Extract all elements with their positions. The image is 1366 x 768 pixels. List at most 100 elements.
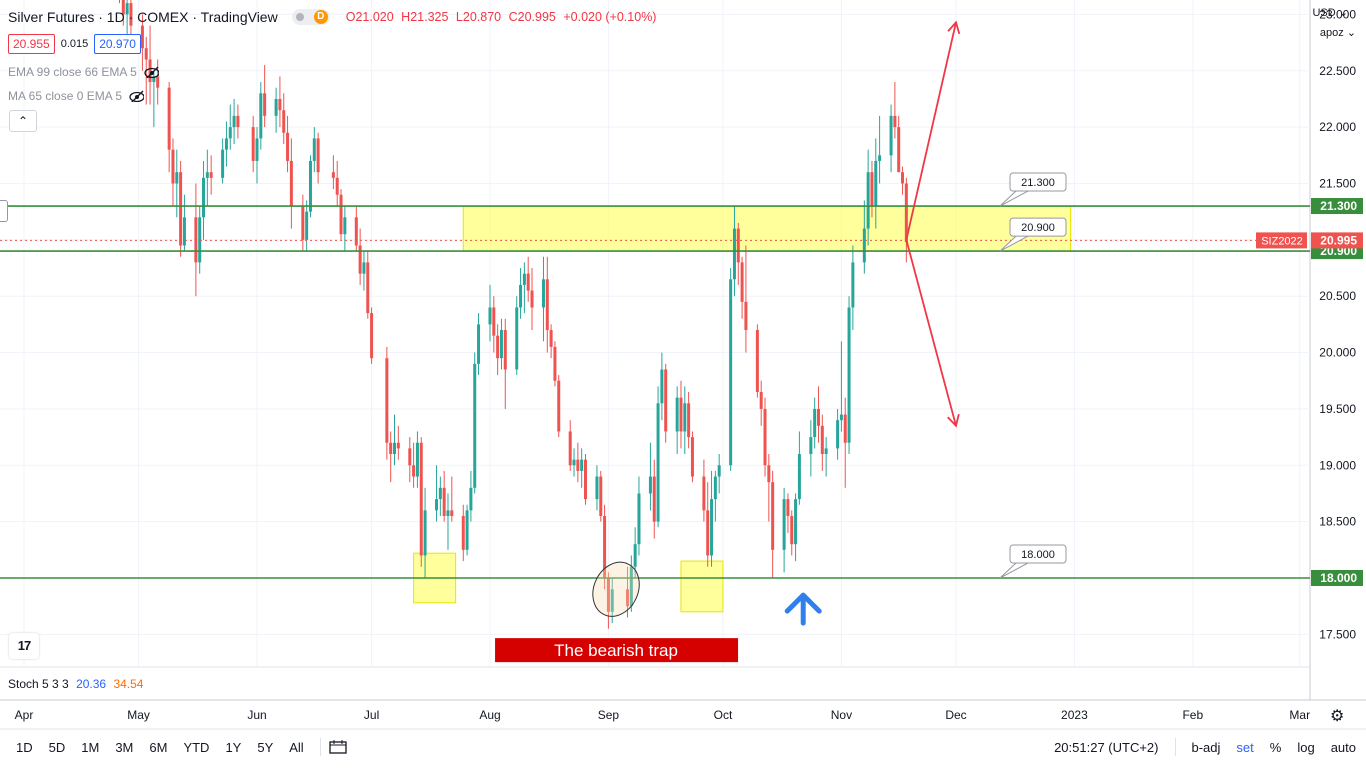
- levels[interactable]: [0, 205, 1310, 579]
- annotations[interactable]: 21.300 20.900 18.000 The bearish trap: [495, 20, 1067, 663]
- candle-body[interactable]: [729, 279, 733, 466]
- callout-box[interactable]: [1009, 544, 1067, 564]
- drawing-toolbar-toggle[interactable]: [0, 200, 8, 222]
- candle-body[interactable]: [897, 127, 901, 173]
- candle-body[interactable]: [706, 510, 710, 556]
- candle-body[interactable]: [182, 217, 186, 246]
- candle-body[interactable]: [121, 0, 125, 15]
- range-all[interactable]: All: [289, 739, 304, 755]
- candle-body[interactable]: [469, 487, 473, 511]
- candle-body[interactable]: [713, 476, 717, 500]
- candle-body[interactable]: [675, 397, 679, 432]
- candle-body[interactable]: [308, 160, 312, 212]
- candle-body[interactable]: [820, 425, 824, 455]
- candle-body[interactable]: [637, 493, 641, 545]
- candle-body[interactable]: [175, 172, 179, 184]
- auto-toggle[interactable]: auto: [1330, 739, 1356, 755]
- tradingview-logo[interactable]: 17: [9, 633, 39, 659]
- candle-body[interactable]: [664, 369, 668, 432]
- clock[interactable]: 20:51:27 (UTC+2): [1054, 739, 1159, 755]
- candle-body[interactable]: [522, 273, 526, 285]
- candle-body[interactable]: [450, 510, 454, 517]
- candle-body[interactable]: [610, 589, 614, 612]
- calendar-range-icon[interactable]: [329, 740, 347, 754]
- candle-body[interactable]: [652, 476, 656, 522]
- buy-button[interactable]: 20.970: [94, 34, 141, 54]
- candle-body[interactable]: [408, 448, 412, 466]
- percent-toggle[interactable]: %: [1269, 739, 1282, 755]
- candle-body[interactable]: [370, 313, 374, 359]
- candle-body[interactable]: [839, 414, 843, 421]
- indicator-ma[interactable]: MA 65 close 0 EMA 5: [8, 89, 145, 103]
- candle-body[interactable]: [759, 392, 763, 409]
- candle-body[interactable]: [209, 172, 213, 178]
- candle-body[interactable]: [278, 98, 282, 111]
- candle-body[interactable]: [385, 358, 389, 443]
- candle-body[interactable]: [740, 262, 744, 302]
- candle-body[interactable]: [843, 414, 847, 443]
- candle-body[interactable]: [553, 346, 557, 381]
- candle-body[interactable]: [396, 442, 400, 449]
- candle-body[interactable]: [140, 25, 144, 49]
- candle-body[interactable]: [717, 465, 721, 477]
- candle-body[interactable]: [144, 48, 148, 60]
- candle-body[interactable]: [224, 138, 228, 150]
- candle-body[interactable]: [530, 290, 534, 308]
- candle-body[interactable]: [549, 330, 553, 347]
- candle-body[interactable]: [343, 217, 347, 235]
- candle-body[interactable]: [152, 76, 156, 83]
- candle-body[interactable]: [732, 228, 736, 280]
- candle-body[interactable]: [232, 115, 236, 128]
- candle-body[interactable]: [205, 172, 209, 178]
- candle-body[interactable]: [358, 245, 362, 274]
- candle-body[interactable]: [335, 177, 339, 195]
- candle-body[interactable]: [477, 324, 481, 364]
- candle-body[interactable]: [419, 442, 423, 556]
- candle-body[interactable]: [866, 172, 870, 229]
- candle-body[interactable]: [503, 330, 507, 370]
- candle-body[interactable]: [687, 403, 691, 438]
- range-5d[interactable]: 5D: [48, 739, 66, 755]
- candle-body[interactable]: [488, 307, 492, 325]
- candle-body[interactable]: [194, 217, 198, 263]
- unit-selector[interactable]: apoz ⌄: [1320, 26, 1356, 39]
- candle-body[interactable]: [545, 279, 549, 331]
- candle-body[interactable]: [690, 437, 694, 477]
- candle-body[interactable]: [366, 262, 370, 314]
- candle-body[interactable]: [786, 499, 790, 517]
- candle-body[interactable]: [221, 149, 225, 178]
- market-status-badge[interactable]: D: [291, 9, 330, 25]
- candles[interactable]: [114, 0, 908, 629]
- candle-body[interactable]: [156, 76, 160, 88]
- scenario-arrow-down[interactable]: [905, 239, 957, 427]
- trap-label-bg[interactable]: [495, 638, 739, 663]
- candle-body[interactable]: [148, 59, 152, 83]
- candle-body[interactable]: [595, 476, 599, 500]
- candle-body[interactable]: [633, 544, 637, 567]
- candle-body[interactable]: [816, 408, 820, 426]
- range-1m[interactable]: 1M: [81, 739, 100, 755]
- trap-ellipse[interactable]: [584, 555, 648, 624]
- candle-body[interactable]: [583, 459, 587, 500]
- candle-body[interactable]: [316, 138, 320, 173]
- settings-gear-icon[interactable]: ⚙: [1330, 708, 1345, 725]
- candle-body[interactable]: [862, 228, 866, 263]
- candle-body[interactable]: [648, 476, 652, 494]
- candle-body[interactable]: [263, 93, 267, 116]
- candle-body[interactable]: [198, 217, 202, 263]
- candle-body[interactable]: [836, 420, 840, 449]
- candle-body[interactable]: [797, 454, 801, 500]
- range-5y[interactable]: 5Y: [257, 739, 274, 755]
- candle-body[interactable]: [847, 307, 851, 443]
- sell-button[interactable]: 20.955: [8, 34, 55, 54]
- candle-body[interactable]: [580, 459, 584, 471]
- candle-body[interactable]: [515, 307, 519, 370]
- candle-body[interactable]: [251, 127, 255, 161]
- candle-body[interactable]: [679, 397, 683, 432]
- candle-body[interactable]: [889, 115, 893, 156]
- candle-body[interactable]: [870, 172, 874, 207]
- candle-body[interactable]: [809, 437, 813, 455]
- candle-body[interactable]: [901, 172, 905, 184]
- candle-body[interactable]: [767, 465, 771, 483]
